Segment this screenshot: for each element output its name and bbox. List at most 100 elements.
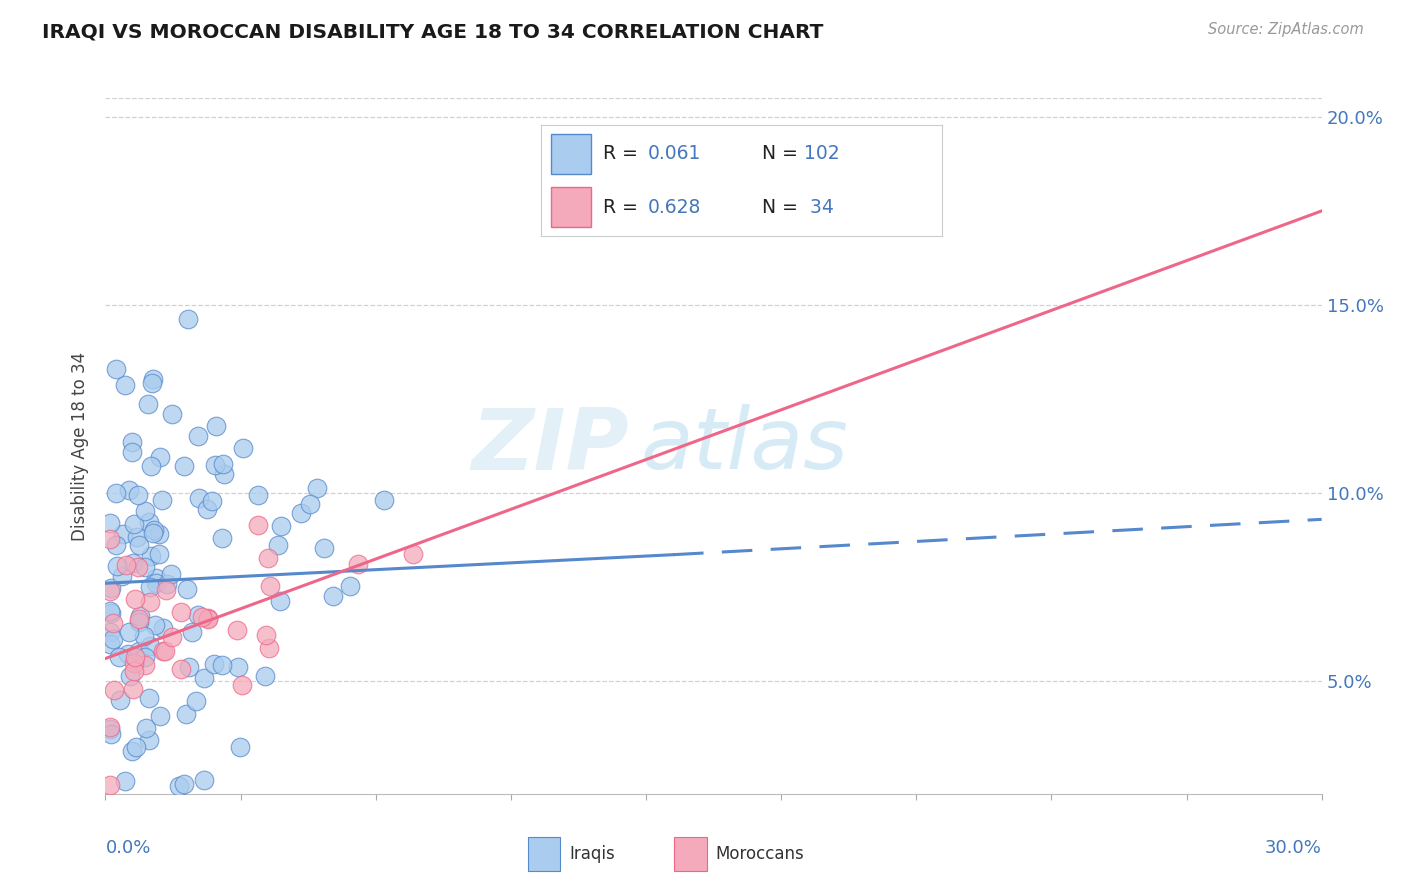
Point <box>101 632 124 646</box>
Point <box>173 458 195 473</box>
Point <box>214 467 236 482</box>
Point <box>139 459 162 474</box>
Point <box>181 625 204 640</box>
Point <box>134 629 156 643</box>
Point <box>98 604 121 618</box>
Point <box>205 419 228 434</box>
Point <box>156 577 179 591</box>
Point <box>104 486 127 500</box>
Point <box>139 640 162 654</box>
Point <box>246 488 269 502</box>
Point <box>160 566 183 581</box>
Point <box>226 659 249 673</box>
Point <box>145 571 167 585</box>
Point <box>138 732 160 747</box>
Text: atlas: atlas <box>641 404 849 488</box>
Point <box>103 683 125 698</box>
Point <box>139 595 162 609</box>
Point <box>170 662 193 676</box>
Point <box>212 457 235 471</box>
Point <box>184 693 207 707</box>
Point <box>254 628 277 642</box>
Point <box>187 429 209 443</box>
Point <box>201 494 224 508</box>
Point <box>373 493 395 508</box>
Point <box>98 584 121 599</box>
Point <box>298 497 321 511</box>
Point <box>211 532 233 546</box>
Text: Iraqis: Iraqis <box>569 845 616 863</box>
Point <box>174 706 197 721</box>
Point <box>98 532 121 546</box>
Point <box>128 538 150 552</box>
Point <box>141 549 163 563</box>
Point <box>141 376 163 391</box>
Point <box>108 693 131 707</box>
Text: ZIP: ZIP <box>471 404 628 488</box>
Point <box>128 615 150 629</box>
Point <box>148 450 170 464</box>
Point <box>145 575 167 590</box>
Point <box>138 515 160 529</box>
Point <box>111 527 134 541</box>
Point <box>173 777 195 791</box>
Point <box>226 624 249 638</box>
Bar <box>527 837 561 871</box>
Text: 34: 34 <box>804 198 834 217</box>
Point <box>121 445 143 459</box>
Point <box>120 668 142 682</box>
Point <box>188 491 211 505</box>
Point <box>121 744 143 758</box>
Text: R =: R = <box>603 145 644 163</box>
Point <box>122 516 145 531</box>
Text: 0.0%: 0.0% <box>105 839 150 857</box>
Text: 0.628: 0.628 <box>648 198 700 217</box>
Point <box>143 618 166 632</box>
Point <box>402 547 425 561</box>
Point <box>259 641 281 656</box>
Point <box>100 606 122 620</box>
Point <box>179 660 201 674</box>
Point <box>269 594 291 608</box>
Bar <box>673 837 707 871</box>
Point <box>197 611 219 625</box>
Point <box>152 621 174 635</box>
Text: Moroccans: Moroccans <box>716 845 804 863</box>
Text: 102: 102 <box>804 145 839 163</box>
Point <box>127 488 149 502</box>
Point <box>321 590 343 604</box>
Point <box>150 492 173 507</box>
Point <box>195 502 218 516</box>
Point <box>152 643 174 657</box>
Point <box>193 671 215 685</box>
Point <box>232 441 254 455</box>
Point <box>111 569 134 583</box>
Point <box>134 658 156 673</box>
Text: 0.061: 0.061 <box>648 145 700 163</box>
Point <box>125 739 148 754</box>
Point <box>197 612 219 626</box>
Point <box>177 312 200 326</box>
Point <box>128 643 150 657</box>
Point <box>134 650 156 665</box>
Point <box>314 541 336 556</box>
Point <box>114 377 136 392</box>
Point <box>121 434 143 449</box>
Point <box>247 517 270 532</box>
Bar <box>551 187 592 227</box>
Point <box>136 397 159 411</box>
Point <box>135 721 157 735</box>
Point <box>162 408 184 422</box>
Point <box>129 609 152 624</box>
Point <box>124 665 146 679</box>
Point <box>155 583 177 598</box>
Point <box>101 616 124 631</box>
Point <box>259 579 281 593</box>
Point <box>98 720 121 734</box>
Point <box>290 506 312 520</box>
Point <box>118 625 141 640</box>
Point <box>346 558 368 572</box>
Point <box>143 523 166 537</box>
Point <box>124 657 146 671</box>
Point <box>149 709 172 723</box>
